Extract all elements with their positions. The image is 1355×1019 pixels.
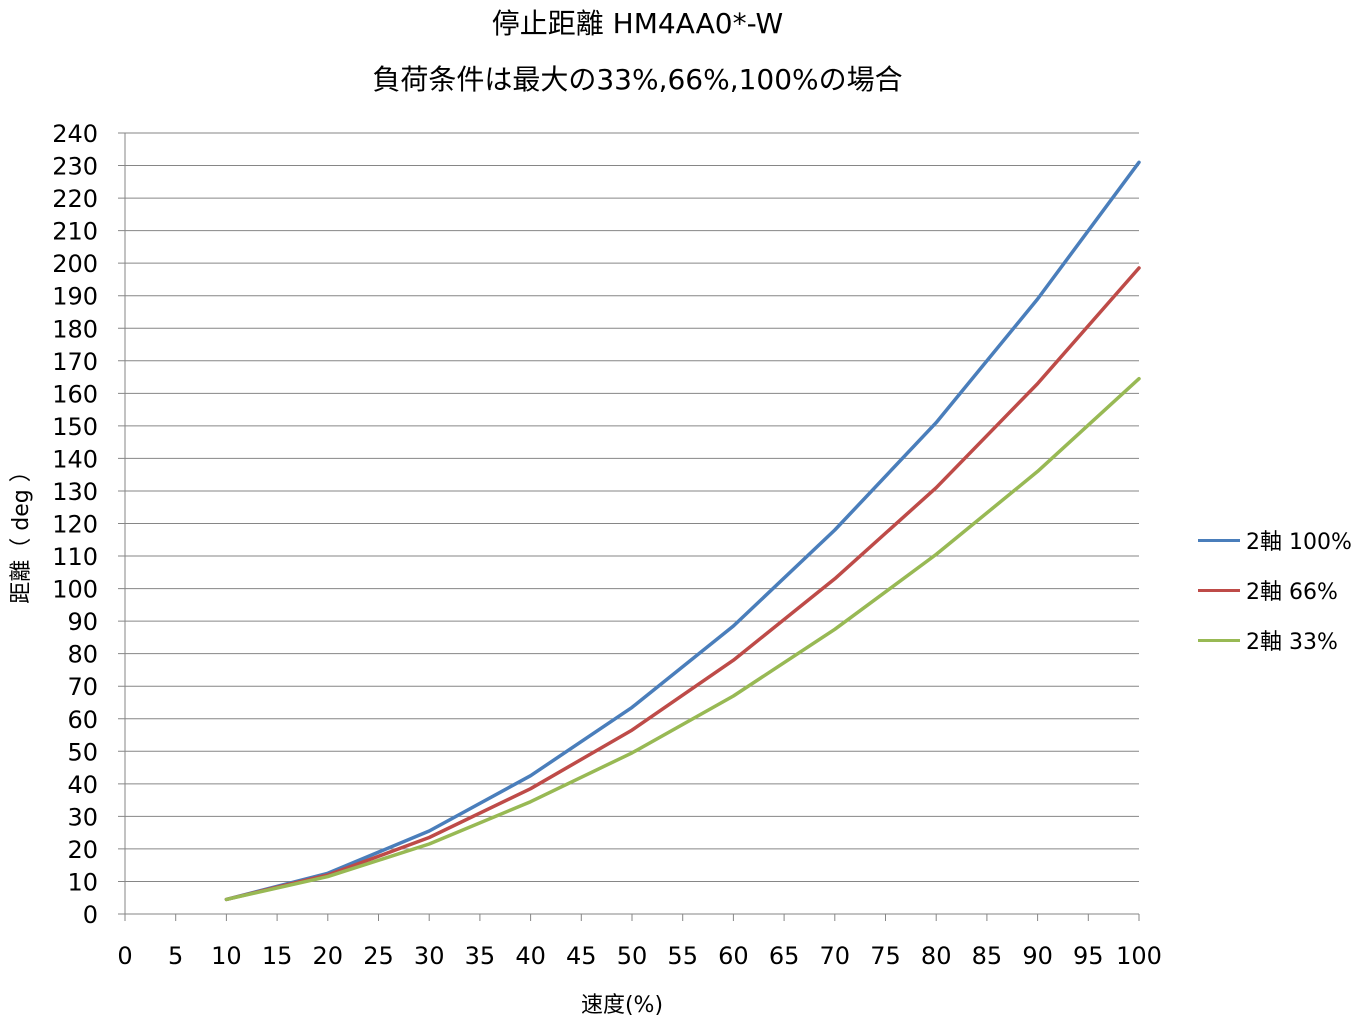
y-tick-label: 180 xyxy=(52,315,98,343)
x-tick-label: 70 xyxy=(820,942,851,970)
axes xyxy=(124,133,1140,921)
x-tick-label: 65 xyxy=(769,942,800,970)
y-tick-label: 100 xyxy=(52,576,98,604)
y-tick-label: 150 xyxy=(52,413,98,441)
y-tick-label: 210 xyxy=(52,218,98,246)
x-tick-label: 20 xyxy=(313,942,344,970)
series-line-2 xyxy=(224,266,1141,902)
series-line-1 xyxy=(224,160,1141,902)
y-tick-label: 50 xyxy=(67,738,98,766)
y-tick-labels: 0 10 20 30 40 50 60 70 80 90 100 110 120 130 140 150 160… xyxy=(52,120,98,929)
y-tick-label: 130 xyxy=(52,478,98,506)
x-axis-label: 速度(%) xyxy=(581,993,663,1018)
y-tick-label: 40 xyxy=(67,771,98,799)
legend-item: 2軸 100% xyxy=(1198,515,1352,565)
legend-label: 2軸 100% xyxy=(1246,530,1352,555)
x-tick-label: 50 xyxy=(617,942,648,970)
x-tick-label: 25 xyxy=(363,942,394,970)
x-tick-label: 60 xyxy=(718,942,749,970)
legend-label: 2軸 66% xyxy=(1246,580,1338,605)
legend-label: 2軸 33% xyxy=(1246,630,1338,655)
x-tick-label: 40 xyxy=(515,942,546,970)
x-tick-label: 35 xyxy=(465,942,496,970)
y-tick-label: 70 xyxy=(67,673,98,701)
x-tick-label: 95 xyxy=(1073,942,1104,970)
x-tick-labels: 0 5 10 15 20 25 30 35 40 45 50 55 60 65 70 75 80 85 90 95 10… xyxy=(117,942,1162,970)
series-lines xyxy=(224,160,1141,902)
y-tick-label: 10 xyxy=(67,868,98,896)
x-tick-label: 90 xyxy=(1022,942,1053,970)
y-tick-label: 60 xyxy=(67,706,98,734)
y-tick-label: 190 xyxy=(52,283,98,311)
legend: 2軸 100% 2軸 66% 2軸 33% xyxy=(1198,515,1352,665)
legend-swatch xyxy=(1198,588,1240,592)
y-tick-label: 120 xyxy=(52,511,98,539)
series-line-3 xyxy=(224,376,1141,902)
x-tick-label: 30 xyxy=(414,942,445,970)
y-axis-label: 距離（ deg ） xyxy=(9,460,34,603)
y-tick-label: 20 xyxy=(67,836,98,864)
x-tick-label: 45 xyxy=(566,942,597,970)
y-tick-label: 230 xyxy=(52,153,98,181)
y-tick-label: 0 xyxy=(83,901,98,929)
x-tick-label: 100 xyxy=(1116,942,1162,970)
y-tick-label: 80 xyxy=(67,641,98,669)
chart-subtitle: 負荷条件は最大の33%,66%,100%の場合 xyxy=(372,63,903,96)
y-tick-label: 170 xyxy=(52,348,98,376)
y-tick-label: 110 xyxy=(52,543,98,571)
x-tick-label: 85 xyxy=(972,942,1003,970)
y-tick-label: 30 xyxy=(67,803,98,831)
x-tick-label: 10 xyxy=(211,942,242,970)
x-tick-label: 0 xyxy=(117,942,132,970)
x-tick-label: 75 xyxy=(870,942,901,970)
y-tick-label: 240 xyxy=(52,120,98,148)
legend-swatch xyxy=(1198,538,1240,542)
chart-title: 停止距離 HM4AA0*-W xyxy=(491,7,784,40)
y-tick-label: 220 xyxy=(52,185,98,213)
y-tick-label: 200 xyxy=(52,250,98,278)
gridlines xyxy=(118,132,1139,915)
y-tick-label: 90 xyxy=(67,608,98,636)
y-tick-label: 160 xyxy=(52,380,98,408)
y-tick-label: 140 xyxy=(52,445,98,473)
x-tick-label: 15 xyxy=(262,942,293,970)
x-tick-label: 5 xyxy=(168,942,183,970)
x-tick-label: 55 xyxy=(667,942,698,970)
legend-item: 2軸 33% xyxy=(1198,615,1352,665)
x-tick-label: 80 xyxy=(921,942,952,970)
legend-swatch xyxy=(1198,638,1240,642)
legend-item: 2軸 66% xyxy=(1198,565,1352,615)
